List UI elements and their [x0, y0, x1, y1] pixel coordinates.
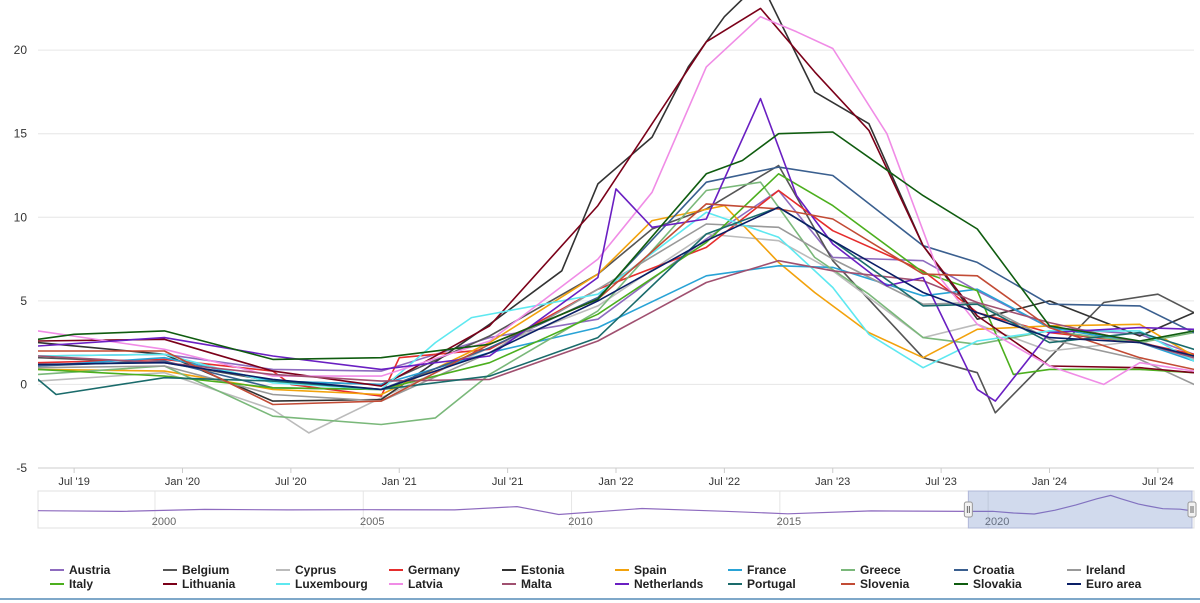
- x-tick-label: Jan '22: [598, 476, 633, 488]
- x-tick-label: Jan '23: [815, 476, 850, 488]
- y-tick-label: 5: [20, 294, 27, 308]
- legend-label: Slovakia: [973, 577, 1022, 591]
- x-axis: Jul '19 Jan '20 Jul '20 Jan '21 Jul '21 Jan '…: [38, 467, 1194, 488]
- legend-label: Euro area: [1086, 577, 1142, 591]
- navigator-handle-left[interactable]: [963, 501, 973, 518]
- legend-label: Latvia: [408, 577, 443, 591]
- series-line-spain[interactable]: [38, 204, 1194, 396]
- legend-item-italy[interactable]: Italy: [50, 577, 93, 591]
- legend-item-greece[interactable]: Greece: [841, 563, 901, 577]
- legend-item-slovakia[interactable]: Slovakia: [954, 577, 1022, 591]
- series-line-greece[interactable]: [38, 181, 1194, 426]
- series-line-cyprus[interactable]: [38, 233, 1194, 434]
- legend-item-netherlands[interactable]: Netherlands: [615, 577, 704, 591]
- legend-label: Luxembourg: [295, 577, 368, 591]
- y-tick-label: 20: [14, 43, 28, 57]
- legend-item-germany[interactable]: Germany: [389, 563, 460, 577]
- bottom-rule: [0, 598, 1200, 600]
- y-tick-label: -5: [16, 461, 27, 475]
- legend-label: France: [747, 563, 787, 577]
- legend-label: Austria: [69, 563, 111, 577]
- legend-item-malta[interactable]: Malta: [502, 577, 552, 591]
- legend-item-slovenia[interactable]: Slovenia: [841, 577, 910, 591]
- legend-item-estonia[interactable]: Estonia: [502, 563, 565, 577]
- legend-label: Ireland: [1086, 563, 1125, 577]
- navigator-selection[interactable]: [967, 490, 1193, 529]
- x-tick-label: Jul '22: [709, 476, 740, 488]
- navigator-label: 2020: [985, 516, 1009, 528]
- legend-label: Italy: [69, 577, 93, 591]
- legend-item-lithuania[interactable]: Lithuania: [163, 577, 236, 591]
- series-line-euro-area[interactable]: [38, 206, 1194, 391]
- navigator-label: 2010: [568, 516, 592, 528]
- y-tick-label: 10: [14, 210, 28, 224]
- navigator-label: 2015: [777, 516, 801, 528]
- y-axis: -5 0 5 10 15 20: [14, 43, 28, 475]
- series-line-lithuania[interactable]: [38, 7, 1194, 387]
- legend-item-portugal[interactable]: Portugal: [728, 577, 796, 591]
- series-line-italy[interactable]: [38, 173, 1194, 391]
- legend-item-latvia[interactable]: Latvia: [389, 577, 443, 591]
- legend-label: Spain: [634, 563, 667, 577]
- legend-item-cyprus[interactable]: Cyprus: [276, 563, 337, 577]
- x-tick-label: Jan '20: [165, 476, 200, 488]
- x-tick-label: Jul '20: [275, 476, 306, 488]
- x-tick-label: Jul '21: [492, 476, 523, 488]
- x-tick-label: Jan '24: [1032, 476, 1067, 488]
- legend-label: Malta: [521, 577, 552, 591]
- legend[interactable]: Austria Belgium Cyprus Germany Estonia Spain F…: [50, 563, 1142, 591]
- legend-label: Portugal: [747, 577, 796, 591]
- legend-label: Slovenia: [860, 577, 910, 591]
- x-tick-label: Jan '21: [382, 476, 417, 488]
- x-tick-label: Jul '23: [925, 476, 956, 488]
- series-lines: [38, 0, 1194, 434]
- legend-label: Belgium: [182, 563, 229, 577]
- legend-item-austria[interactable]: Austria: [50, 563, 111, 577]
- legend-label: Germany: [408, 563, 460, 577]
- legend-item-euro-area[interactable]: Euro area: [1067, 577, 1142, 591]
- x-tick-label: Jul '19: [58, 476, 89, 488]
- series-line-belgium[interactable]: [38, 164, 1194, 414]
- legend-item-croatia[interactable]: Croatia: [954, 563, 1015, 577]
- series-line-latvia[interactable]: [38, 15, 1194, 386]
- navigator-label: 2000: [152, 516, 176, 528]
- y-tick-label: 0: [20, 377, 27, 391]
- x-tick-label: Jul '24: [1142, 476, 1173, 488]
- legend-label: Netherlands: [634, 577, 704, 591]
- series-line-slovenia[interactable]: [38, 203, 1194, 406]
- series-line-slovakia[interactable]: [38, 131, 1194, 361]
- legend-label: Greece: [860, 563, 901, 577]
- legend-label: Lithuania: [182, 577, 236, 591]
- navigator[interactable]: 2000 2005 2010 2015 2020: [37, 490, 1197, 529]
- navigator-handle-right[interactable]: [1187, 501, 1197, 518]
- legend-label: Croatia: [973, 563, 1015, 577]
- series-line-netherlands[interactable]: [38, 97, 1194, 402]
- legend-item-france[interactable]: France: [728, 563, 787, 577]
- legend-item-belgium[interactable]: Belgium: [163, 563, 229, 577]
- y-tick-label: 15: [14, 127, 28, 141]
- legend-item-ireland[interactable]: Ireland: [1067, 563, 1125, 577]
- legend-item-spain[interactable]: Spain: [615, 563, 667, 577]
- legend-item-luxembourg[interactable]: Luxembourg: [276, 577, 368, 591]
- legend-label: Estonia: [521, 563, 565, 577]
- legend-label: Cyprus: [295, 563, 337, 577]
- navigator-label: 2005: [360, 516, 384, 528]
